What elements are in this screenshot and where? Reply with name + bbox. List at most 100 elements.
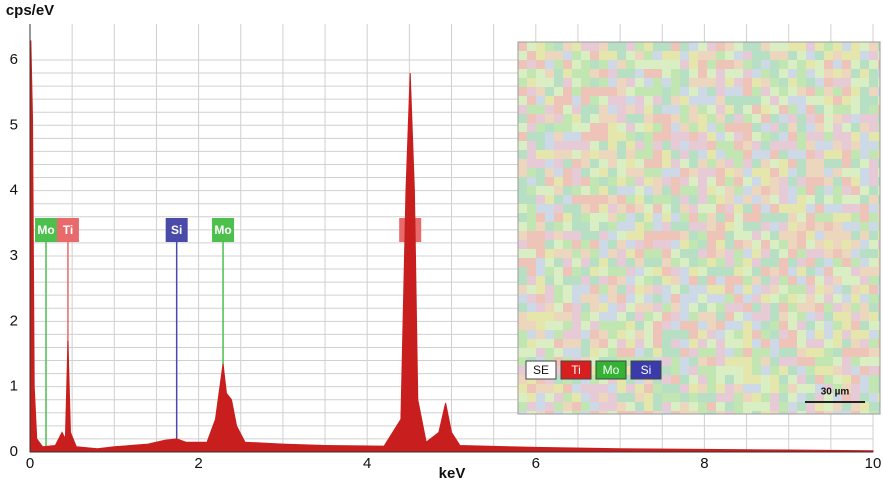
map-pixel bbox=[653, 159, 662, 168]
map-pixel bbox=[734, 195, 743, 204]
map-pixel bbox=[563, 195, 572, 204]
map-pixel bbox=[707, 177, 716, 186]
map-pixel bbox=[599, 276, 608, 285]
map-pixel bbox=[572, 195, 581, 204]
map-pixel bbox=[860, 195, 869, 204]
map-pixel bbox=[806, 393, 815, 402]
map-pixel bbox=[869, 141, 878, 150]
map-pixel bbox=[869, 357, 878, 366]
map-pixel bbox=[698, 132, 707, 141]
map-pixel bbox=[869, 186, 878, 195]
map-pixel bbox=[770, 339, 779, 348]
map-pixel bbox=[725, 114, 734, 123]
map-pixel bbox=[527, 240, 536, 249]
map-pixel bbox=[770, 123, 779, 132]
map-pixel bbox=[833, 303, 842, 312]
map-pixel bbox=[608, 276, 617, 285]
map-pixel bbox=[662, 123, 671, 132]
map-pixel bbox=[644, 402, 653, 411]
map-pixel bbox=[635, 177, 644, 186]
map-pixel bbox=[761, 411, 770, 414]
map-pixel bbox=[842, 240, 851, 249]
map-pixel bbox=[833, 375, 842, 384]
map-pixel bbox=[851, 204, 860, 213]
map-pixel bbox=[725, 357, 734, 366]
map-pixel bbox=[680, 96, 689, 105]
map-pixel bbox=[869, 411, 878, 414]
map-pixel bbox=[743, 78, 752, 87]
map-pixel bbox=[761, 177, 770, 186]
map-legend-swatch bbox=[560, 360, 592, 380]
map-pixel bbox=[626, 402, 635, 411]
map-pixel bbox=[545, 159, 554, 168]
map-pixel bbox=[572, 42, 581, 51]
map-pixel bbox=[788, 195, 797, 204]
map-pixel bbox=[815, 105, 824, 114]
map-pixel bbox=[716, 312, 725, 321]
map-pixel bbox=[698, 375, 707, 384]
map-pixel bbox=[662, 258, 671, 267]
map-pixel bbox=[752, 159, 761, 168]
map-pixel bbox=[698, 384, 707, 393]
map-pixel bbox=[833, 87, 842, 96]
map-pixel bbox=[635, 51, 644, 60]
map-pixel bbox=[878, 195, 880, 204]
x-tick-label: 10 bbox=[865, 455, 882, 472]
map-pixel bbox=[608, 42, 617, 51]
map-pixel bbox=[743, 258, 752, 267]
map-pixel bbox=[761, 186, 770, 195]
map-pixel bbox=[815, 141, 824, 150]
map-pixel bbox=[743, 285, 752, 294]
map-pixel bbox=[770, 258, 779, 267]
map-pixel bbox=[743, 114, 752, 123]
map-pixel bbox=[878, 249, 880, 258]
map-pixel bbox=[707, 294, 716, 303]
map-pixel bbox=[563, 132, 572, 141]
map-pixel bbox=[590, 69, 599, 78]
map-pixel bbox=[554, 60, 563, 69]
map-pixel bbox=[626, 114, 635, 123]
map-pixel bbox=[851, 69, 860, 78]
map-pixel bbox=[824, 285, 833, 294]
map-pixel bbox=[635, 411, 644, 414]
map-pixel bbox=[761, 60, 770, 69]
marker-box bbox=[212, 218, 235, 242]
map-pixel bbox=[725, 51, 734, 60]
map-pixel bbox=[833, 213, 842, 222]
map-pixel bbox=[698, 240, 707, 249]
map-pixel bbox=[788, 105, 797, 114]
map-pixel bbox=[824, 186, 833, 195]
map-pixel bbox=[563, 384, 572, 393]
map-pixel bbox=[806, 402, 815, 411]
map-pixel bbox=[860, 105, 869, 114]
map-pixel bbox=[590, 330, 599, 339]
map-pixel bbox=[671, 114, 680, 123]
map-pixel bbox=[518, 96, 527, 105]
map-pixel bbox=[518, 294, 527, 303]
map-pixel bbox=[824, 249, 833, 258]
map-pixel bbox=[761, 240, 770, 249]
map-pixel bbox=[617, 114, 626, 123]
map-pixel bbox=[617, 330, 626, 339]
map-pixel bbox=[698, 303, 707, 312]
map-pixel bbox=[824, 123, 833, 132]
map-pixel bbox=[869, 96, 878, 105]
map-pixel bbox=[824, 402, 833, 411]
map-pixel bbox=[779, 258, 788, 267]
map-pixel bbox=[626, 51, 635, 60]
map-pixel bbox=[617, 285, 626, 294]
map-pixel bbox=[824, 213, 833, 222]
map-pixel bbox=[518, 213, 527, 222]
map-pixel bbox=[563, 42, 572, 51]
map-pixel bbox=[842, 393, 851, 402]
map-pixel bbox=[599, 42, 608, 51]
map-pixel bbox=[635, 294, 644, 303]
map-pixel bbox=[806, 312, 815, 321]
map-pixel bbox=[527, 159, 536, 168]
map-pixel bbox=[581, 177, 590, 186]
map-pixel bbox=[743, 132, 752, 141]
map-pixel bbox=[689, 366, 698, 375]
map-pixel bbox=[536, 195, 545, 204]
map-pixel bbox=[770, 213, 779, 222]
map-pixel bbox=[698, 366, 707, 375]
